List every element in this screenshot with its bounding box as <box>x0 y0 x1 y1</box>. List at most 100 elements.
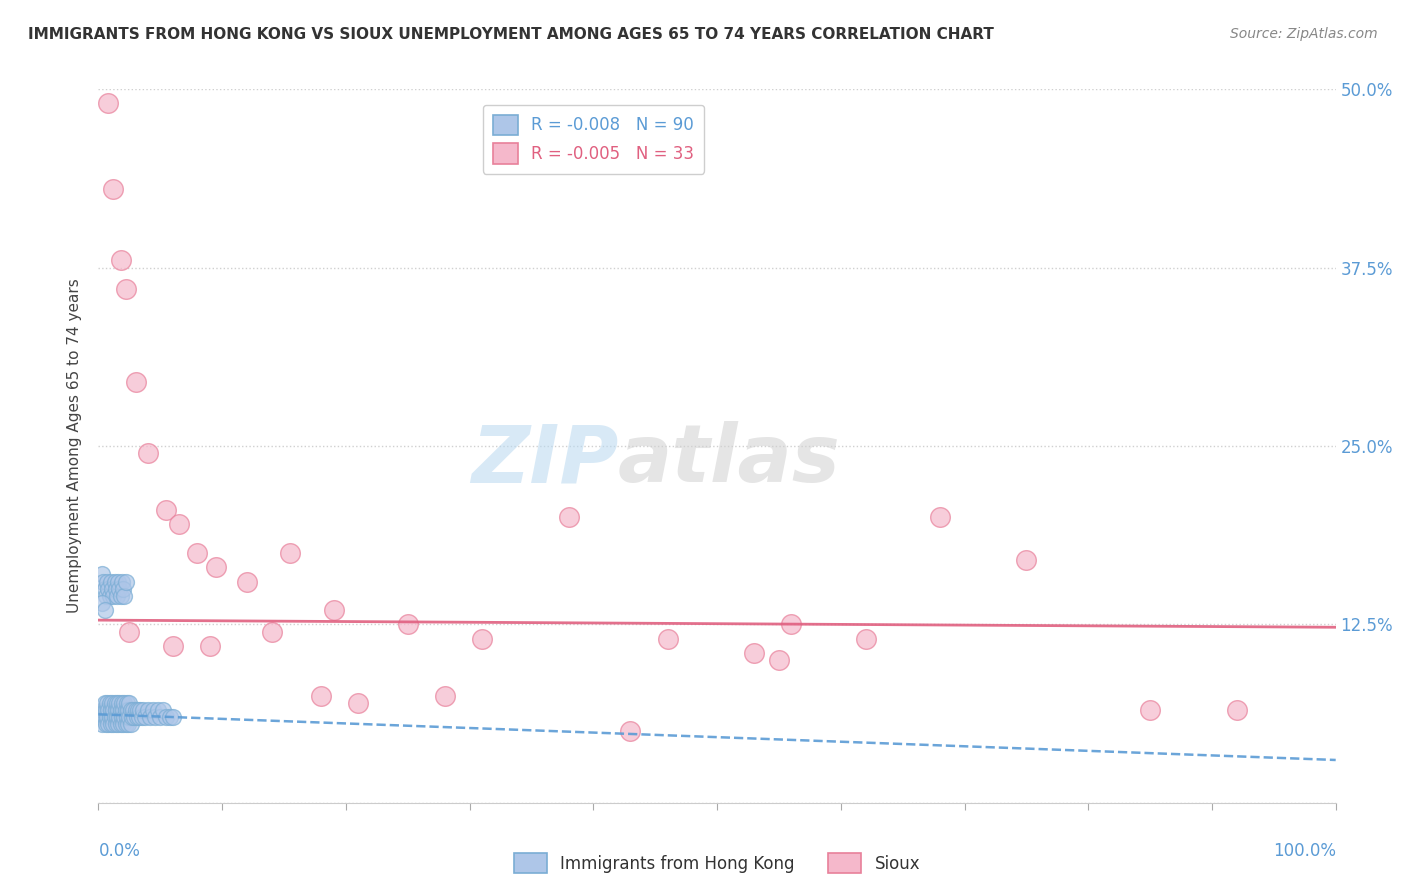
Point <box>103 710 125 724</box>
Point <box>107 717 129 731</box>
Point <box>155 710 177 724</box>
Point <box>112 703 135 717</box>
Point <box>101 710 124 724</box>
Point <box>94 703 117 717</box>
Point <box>928 510 950 524</box>
Point <box>103 574 125 589</box>
Point <box>322 603 344 617</box>
Point <box>97 703 120 717</box>
Point <box>117 717 139 731</box>
Point <box>96 696 118 710</box>
Point <box>124 375 146 389</box>
Point <box>108 710 131 724</box>
Point <box>91 596 114 610</box>
Point <box>110 589 132 603</box>
Point <box>118 696 141 710</box>
Point <box>112 582 135 596</box>
Point <box>657 632 679 646</box>
Point <box>93 574 115 589</box>
Point <box>112 589 135 603</box>
Point <box>105 710 128 724</box>
Point <box>103 589 125 603</box>
Point <box>110 703 132 717</box>
Point <box>742 646 765 660</box>
Point <box>97 96 120 111</box>
Point <box>127 703 149 717</box>
Point <box>198 639 221 653</box>
Point <box>91 567 114 582</box>
Point <box>136 446 159 460</box>
Text: 100.0%: 100.0% <box>1272 842 1336 860</box>
Point <box>205 560 228 574</box>
Point <box>186 546 208 560</box>
Point <box>104 703 127 717</box>
Point <box>98 710 121 724</box>
Point <box>1139 703 1161 717</box>
Point <box>149 710 172 724</box>
Point <box>101 696 124 710</box>
Text: Source: ZipAtlas.com: Source: ZipAtlas.com <box>1230 27 1378 41</box>
Point <box>108 696 131 710</box>
Point <box>278 546 301 560</box>
Point <box>112 710 135 724</box>
Point <box>114 574 136 589</box>
Text: 0.0%: 0.0% <box>98 842 141 860</box>
Point <box>136 703 159 717</box>
Point <box>115 710 138 724</box>
Point <box>134 710 156 724</box>
Point <box>98 589 121 603</box>
Text: atlas: atlas <box>619 421 841 500</box>
Point <box>93 582 115 596</box>
Point <box>93 696 115 710</box>
Point <box>120 717 142 731</box>
Point <box>107 703 129 717</box>
Point <box>159 710 181 724</box>
Point <box>131 710 153 724</box>
Point <box>104 582 127 596</box>
Point <box>117 703 139 717</box>
Point <box>100 703 122 717</box>
Point <box>110 253 132 268</box>
Point <box>100 574 122 589</box>
Point <box>124 710 146 724</box>
Point <box>110 717 132 731</box>
Y-axis label: Unemployment Among Ages 65 to 74 years: Unemployment Among Ages 65 to 74 years <box>67 278 83 614</box>
Point <box>90 710 112 724</box>
Point <box>396 617 419 632</box>
Point <box>111 710 134 724</box>
Point <box>96 710 118 724</box>
Point <box>146 703 169 717</box>
Point <box>1226 703 1249 717</box>
Point <box>111 696 134 710</box>
Point <box>101 582 124 596</box>
Point <box>94 589 117 603</box>
Point <box>433 689 456 703</box>
Point <box>260 624 283 639</box>
Point <box>124 703 146 717</box>
Point <box>93 603 115 617</box>
Point <box>120 703 142 717</box>
Point <box>105 696 128 710</box>
Point <box>114 717 136 731</box>
Point <box>105 589 128 603</box>
Point <box>104 717 127 731</box>
Point <box>118 624 141 639</box>
Point <box>780 617 803 632</box>
Point <box>132 703 155 717</box>
Point <box>97 717 120 731</box>
Point <box>236 574 259 589</box>
Point <box>91 717 114 731</box>
Point <box>347 696 370 710</box>
Point <box>118 710 141 724</box>
Point <box>128 710 150 724</box>
Point <box>98 696 121 710</box>
Point <box>129 703 152 717</box>
Point <box>125 710 148 724</box>
Point <box>855 632 877 646</box>
Point <box>103 182 125 196</box>
Point <box>619 724 641 739</box>
Point <box>557 510 579 524</box>
Point <box>155 503 177 517</box>
Point <box>107 574 129 589</box>
Point <box>142 703 165 717</box>
